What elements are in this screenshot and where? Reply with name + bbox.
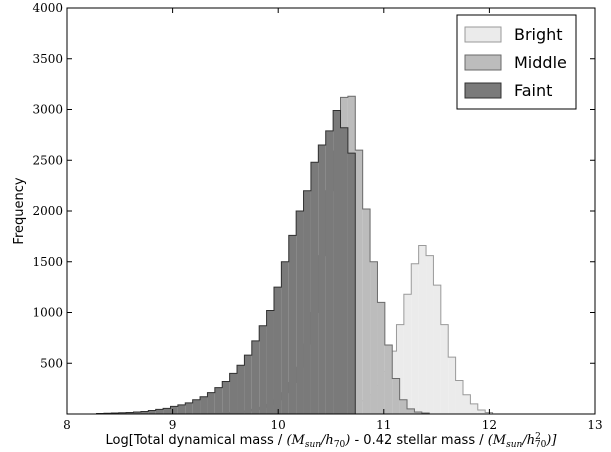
- bar-faint: [177, 404, 186, 414]
- x-axis-label-part: /h: [319, 433, 334, 448]
- legend: Bright Middle Faint: [456, 14, 577, 110]
- histogram-bars: [96, 95, 500, 415]
- bar-faint: [192, 399, 201, 414]
- series-faint: [96, 110, 363, 415]
- bar-faint: [251, 340, 260, 414]
- bar-faint: [340, 127, 348, 415]
- bar-faint: [140, 411, 149, 414]
- x-axis-label-part: sun: [305, 440, 321, 450]
- bar-faint: [222, 381, 230, 414]
- bar-faint: [333, 110, 341, 414]
- bar-middle: [384, 344, 393, 414]
- bar-faint: [237, 365, 245, 414]
- outline-faint: [96, 110, 363, 415]
- y-axis-label: Frequency: [12, 177, 27, 244]
- bar-middle: [399, 399, 408, 414]
- bar-faint: [185, 402, 193, 414]
- bar-faint: [133, 411, 141, 414]
- y-tick-label: 500: [40, 356, 63, 370]
- x-tick-label: 12: [482, 418, 497, 432]
- y-tick-label: 2000: [32, 204, 63, 218]
- bar-faint: [281, 261, 289, 414]
- bar-middle: [355, 150, 363, 414]
- bar-middle: [370, 261, 378, 414]
- legend-label-bright: Bright: [514, 25, 563, 44]
- bar-faint: [347, 153, 356, 414]
- y-tick-label: 2500: [32, 153, 63, 167]
- legend-items: Bright Middle Faint: [464, 25, 567, 100]
- bar-bright: [470, 403, 478, 414]
- legend-swatch-middle: [464, 54, 502, 71]
- bar-faint: [148, 410, 156, 414]
- bar-bright: [396, 324, 404, 414]
- bar-faint: [310, 162, 319, 414]
- legend-label-middle: Middle: [514, 53, 567, 72]
- bar-bright: [418, 245, 427, 414]
- bar-faint: [325, 130, 334, 414]
- bar-faint: [303, 190, 311, 414]
- bar-bright: [477, 409, 486, 414]
- x-axis-label-part: (M: [488, 433, 507, 448]
- y-tick-label: 1500: [32, 255, 63, 269]
- bar-faint: [200, 396, 208, 414]
- x-axis-label-part: Log[Total dynamical mass /: [106, 433, 287, 448]
- y-tick-label: 4000: [32, 1, 63, 15]
- x-tick-label: 10: [271, 418, 286, 432]
- bar-faint: [155, 409, 164, 414]
- bar-faint: [229, 373, 238, 414]
- x-tick-label: 11: [376, 418, 391, 432]
- x-axis-label-part: (M: [286, 433, 305, 448]
- x-axis-label-part: /h: [520, 433, 535, 448]
- bar-middle: [377, 302, 385, 414]
- bar-faint: [214, 387, 223, 414]
- bar-faint: [126, 412, 134, 414]
- bar-faint: [170, 406, 178, 414]
- bar-bright: [426, 255, 434, 414]
- bar-bright: [463, 394, 471, 414]
- x-tick-label: 8: [63, 418, 71, 432]
- bar-faint: [111, 412, 119, 414]
- bar-middle: [414, 411, 422, 414]
- bar-middle: [362, 208, 371, 414]
- bar-middle: [421, 412, 430, 414]
- axis-ticks: 8 9 10 11 12 13 500 1000 1500 2000 2500 3000 3500 400…: [32, 1, 602, 432]
- bar-faint: [244, 355, 252, 414]
- bar-bright: [448, 357, 456, 414]
- x-tick-label: 9: [169, 418, 177, 432]
- bar-faint: [273, 287, 282, 414]
- x-axis-label-part: sun: [506, 440, 522, 450]
- bar-faint: [207, 392, 215, 414]
- y-tick-label: 1000: [32, 306, 63, 320]
- bar-faint: [288, 235, 297, 414]
- y-tick-label: 3500: [32, 52, 63, 66]
- x-axis-label-part: ): [344, 433, 350, 448]
- y-tick-label: 3000: [32, 103, 63, 117]
- bar-bright: [455, 380, 463, 414]
- bar-bright: [433, 285, 441, 414]
- bar-faint: [118, 412, 127, 414]
- x-axis-label-part: - 0.42 stellar mass /: [350, 433, 487, 448]
- bar-bright: [440, 324, 449, 414]
- bar-faint: [163, 408, 171, 414]
- x-axis-label-part: )]: [545, 433, 557, 448]
- x-axis-label: Log[Total dynamical mass / (Msun/h70) - …: [106, 432, 558, 450]
- legend-label-faint: Faint: [514, 81, 552, 100]
- bar-bright: [411, 263, 419, 414]
- bar-middle: [407, 408, 415, 414]
- bar-faint: [266, 310, 274, 414]
- legend-swatch-faint: [464, 82, 502, 99]
- bar-middle: [392, 378, 400, 414]
- bar-bright: [485, 412, 493, 414]
- bar-faint: [296, 211, 304, 414]
- bar-faint: [318, 145, 326, 414]
- bar-faint: [259, 325, 267, 414]
- legend-swatch-bright: [464, 26, 502, 43]
- x-tick-label: 13: [587, 418, 602, 432]
- x-axis-label-part: 2: [535, 432, 541, 442]
- bar-bright: [403, 294, 412, 414]
- x-axis-label-part: 70: [535, 440, 547, 450]
- x-axis-label-part: 70: [334, 440, 346, 450]
